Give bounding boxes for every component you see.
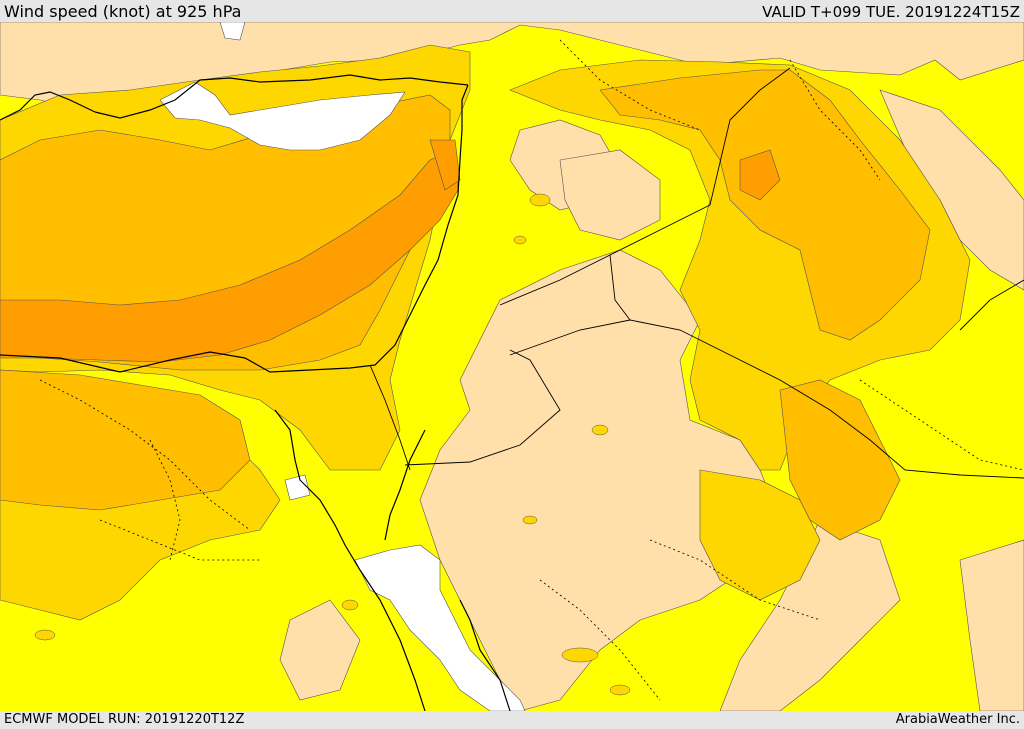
model-run: ECMWF MODEL RUN: 20191220T12Z — [4, 712, 245, 727]
header-bar: Wind speed (knot) at 925 hPa VALID T+099… — [0, 0, 1024, 22]
credit-label: ArabiaWeather Inc. — [895, 712, 1020, 727]
coastlines — [0, 74, 511, 711]
valid-time: VALID T+099 TUE. 20191224T15Z — [762, 3, 1020, 21]
field-calm — [159, 22, 526, 711]
footer-bar: ECMWF MODEL RUN: 20191220T12Z ArabiaWeat… — [0, 711, 1024, 729]
map-title: Wind speed (knot) at 925 hPa — [4, 2, 242, 21]
field-light — [0, 22, 1024, 711]
field-very-strong — [0, 139, 781, 363]
country-borders — [39, 39, 1024, 701]
wind-speed-map[interactable] — [0, 22, 1024, 711]
small-cells — [34, 193, 631, 696]
political-borders — [369, 67, 1024, 479]
